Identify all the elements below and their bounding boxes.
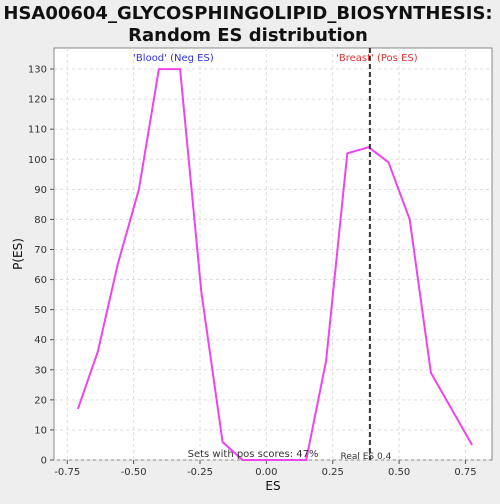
series-layer xyxy=(76,68,473,461)
x-tick-label: 0.25 xyxy=(322,467,344,478)
y-tick-label: 30 xyxy=(34,365,47,376)
x-tick-label: -0.50 xyxy=(121,467,147,478)
y-tick-label: 20 xyxy=(34,395,47,406)
y-tick-label: 110 xyxy=(28,125,47,136)
neg-es-label: 'Blood' (Neg ES) xyxy=(133,53,214,64)
es-distribution-line xyxy=(76,68,473,461)
grid xyxy=(54,48,492,461)
y-tick-label: 40 xyxy=(34,335,47,346)
y-tick-label: 90 xyxy=(34,185,47,196)
y-tick-label: 100 xyxy=(28,155,47,166)
real-es-text: Real ES 0.4 xyxy=(340,452,391,462)
x-axis-label: ES xyxy=(265,479,280,493)
y-tick-label: 10 xyxy=(34,425,47,436)
y-tick-label: 0 xyxy=(41,456,47,467)
y-tick-label: 120 xyxy=(28,95,47,106)
y-tick-label: 50 xyxy=(34,305,47,316)
x-tick-label: 0.75 xyxy=(454,467,476,478)
x-tick-label: 0.50 xyxy=(388,467,410,478)
x-tick-label: 0.00 xyxy=(255,467,277,478)
y-tick-label: 80 xyxy=(34,215,47,226)
axis-ticks: 0 10 20 30 40 50 60 70 80 90 100 110 120 130 -0.75 -0.5… xyxy=(28,65,477,478)
y-tick-label: 130 xyxy=(28,65,47,76)
plot-area xyxy=(53,47,493,461)
y-axis-label: P(ES) xyxy=(11,238,25,270)
y-tick-label: 60 xyxy=(34,275,47,286)
chart-title: HSA00604_GLYCOSPHINGOLIPID_BIOSYNTHESIS: xyxy=(3,3,492,24)
pos-es-label: 'Breast' (Pos ES) xyxy=(336,53,418,64)
pos-scores-text: Sets with pos scores: 47% xyxy=(188,449,319,460)
y-tick-label: 70 xyxy=(34,245,47,256)
chart-subtitle: Random ES distribution xyxy=(128,25,368,46)
x-tick-label: -0.25 xyxy=(187,467,213,478)
x-tick-label: -0.75 xyxy=(54,467,80,478)
